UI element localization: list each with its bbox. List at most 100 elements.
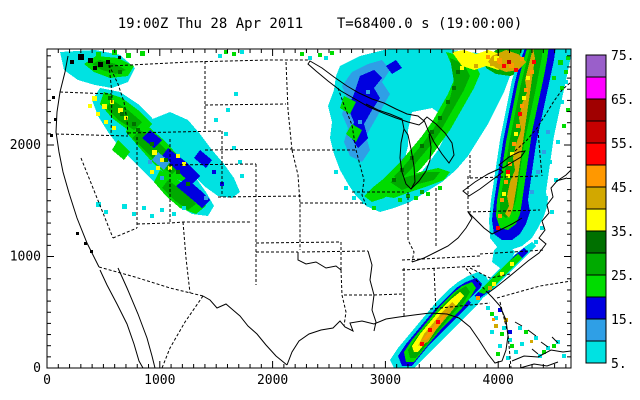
- radar-echo-cell: [548, 160, 552, 164]
- y-axis-label: 1000: [10, 250, 41, 265]
- radar-echo-cell: [546, 130, 550, 134]
- y-axis-label: 2000: [10, 138, 41, 153]
- coastline: [365, 103, 405, 130]
- colorbar-box: [585, 274, 607, 298]
- coastline: [367, 250, 377, 332]
- coastline: [555, 177, 568, 182]
- radar-echo: [150, 112, 240, 198]
- radar-echo-cell: [140, 51, 145, 56]
- radar-echo-cell: [410, 156, 414, 160]
- radar-echo-cell: [102, 104, 107, 109]
- radar-echo-cell: [176, 170, 180, 174]
- coastline: [462, 168, 504, 197]
- radar-echo-cell: [420, 144, 424, 148]
- radar-echo-cell: [372, 206, 376, 210]
- state-border: [127, 130, 223, 134]
- radar-echo-cell: [92, 96, 97, 101]
- radar-echo-cell: [550, 210, 554, 214]
- radar-echo-cell: [474, 64, 478, 68]
- radar-echo-cell: [446, 100, 450, 104]
- radar-echo-cell: [530, 70, 534, 74]
- state-border: [479, 249, 545, 255]
- radar-echo-cell: [150, 170, 154, 174]
- colorbar-label: 55.: [611, 137, 634, 152]
- radar-echo-cell: [362, 200, 366, 204]
- radar-echo-cell: [526, 76, 530, 80]
- radar-echo-cell: [182, 162, 186, 166]
- colorbar-label: 65.: [611, 93, 634, 108]
- radar-echo: [340, 96, 356, 114]
- radar-echo-cell: [136, 128, 140, 132]
- state-border: [301, 250, 369, 253]
- state-border: [112, 227, 138, 239]
- radar-echo-cell: [234, 92, 238, 96]
- radar-echo: [162, 148, 200, 184]
- radar-echo-cell: [514, 68, 518, 72]
- coastline: [498, 150, 527, 169]
- radar-echo-cell: [226, 108, 230, 112]
- state-border: [108, 64, 113, 137]
- map-frame: [46, 48, 572, 369]
- coastline: [514, 321, 523, 327]
- radar-echo-cell: [168, 166, 172, 170]
- island-mark: [84, 242, 87, 245]
- radar-echo-cell: [508, 330, 512, 334]
- radar-echo-cell: [502, 192, 506, 196]
- island-mark: [50, 134, 53, 137]
- radar-echo-cell: [420, 342, 424, 346]
- island-mark: [78, 54, 84, 60]
- radar-echo-cell: [497, 58, 502, 63]
- radar-echo-cell: [506, 356, 510, 360]
- coastline: [297, 252, 342, 271]
- radar-echo-cell: [176, 154, 180, 158]
- radar-echo-cell: [324, 56, 328, 60]
- radar-echo-cell: [96, 112, 100, 116]
- radar-echo-cell: [488, 286, 492, 290]
- colorbar-box: [585, 318, 607, 342]
- radar-echo-cell: [160, 176, 164, 180]
- radar-echo-cell: [530, 340, 533, 343]
- radar-echo-cell: [524, 330, 528, 334]
- radar-echo-cell: [552, 344, 556, 348]
- state-border: [469, 267, 511, 279]
- radar-echo-cell: [482, 60, 487, 65]
- radar-echo-cell: [518, 112, 522, 116]
- radar-echo-cell: [160, 158, 164, 162]
- colorbar-label: 35.: [611, 225, 634, 240]
- coastline: [202, 295, 288, 366]
- x-axis-label: 1000: [144, 373, 175, 388]
- radar-echo-cell: [552, 76, 556, 80]
- island-mark: [88, 58, 93, 63]
- colorbar-box: [585, 252, 607, 276]
- island-mark: [118, 56, 121, 59]
- radar-echo-cell: [160, 208, 164, 212]
- radar-echo-cell: [536, 170, 540, 174]
- colorbar-box: [585, 230, 607, 254]
- state-border: [433, 267, 437, 314]
- coastline: [467, 211, 523, 235]
- radar-echo-cell: [506, 170, 510, 174]
- radar-echo-cell: [430, 130, 434, 134]
- state-border: [401, 265, 481, 271]
- radar-echo-cell: [436, 320, 440, 324]
- island-mark: [93, 66, 97, 70]
- colorbar-label: 15.: [611, 313, 634, 328]
- radar-echo-cell: [520, 104, 524, 108]
- state-border: [496, 280, 571, 299]
- state-border: [161, 295, 204, 368]
- radar-echo-cell: [232, 146, 236, 150]
- state-border: [136, 221, 252, 225]
- radar-echo-cell: [344, 186, 348, 190]
- radar-echo-cell: [224, 50, 228, 54]
- radar-echo-cell: [509, 63, 514, 68]
- radar-echo-cell: [164, 158, 168, 162]
- radar-echo-cell: [438, 186, 442, 190]
- colorbar-box: [585, 186, 607, 210]
- coastline: [531, 348, 539, 355]
- radar-echo-cell: [530, 190, 534, 194]
- radar-echo-cell: [540, 226, 544, 230]
- radar-echo-cell: [132, 212, 136, 216]
- radar-echo-cell: [366, 90, 370, 94]
- radar-echo-cell: [318, 53, 322, 57]
